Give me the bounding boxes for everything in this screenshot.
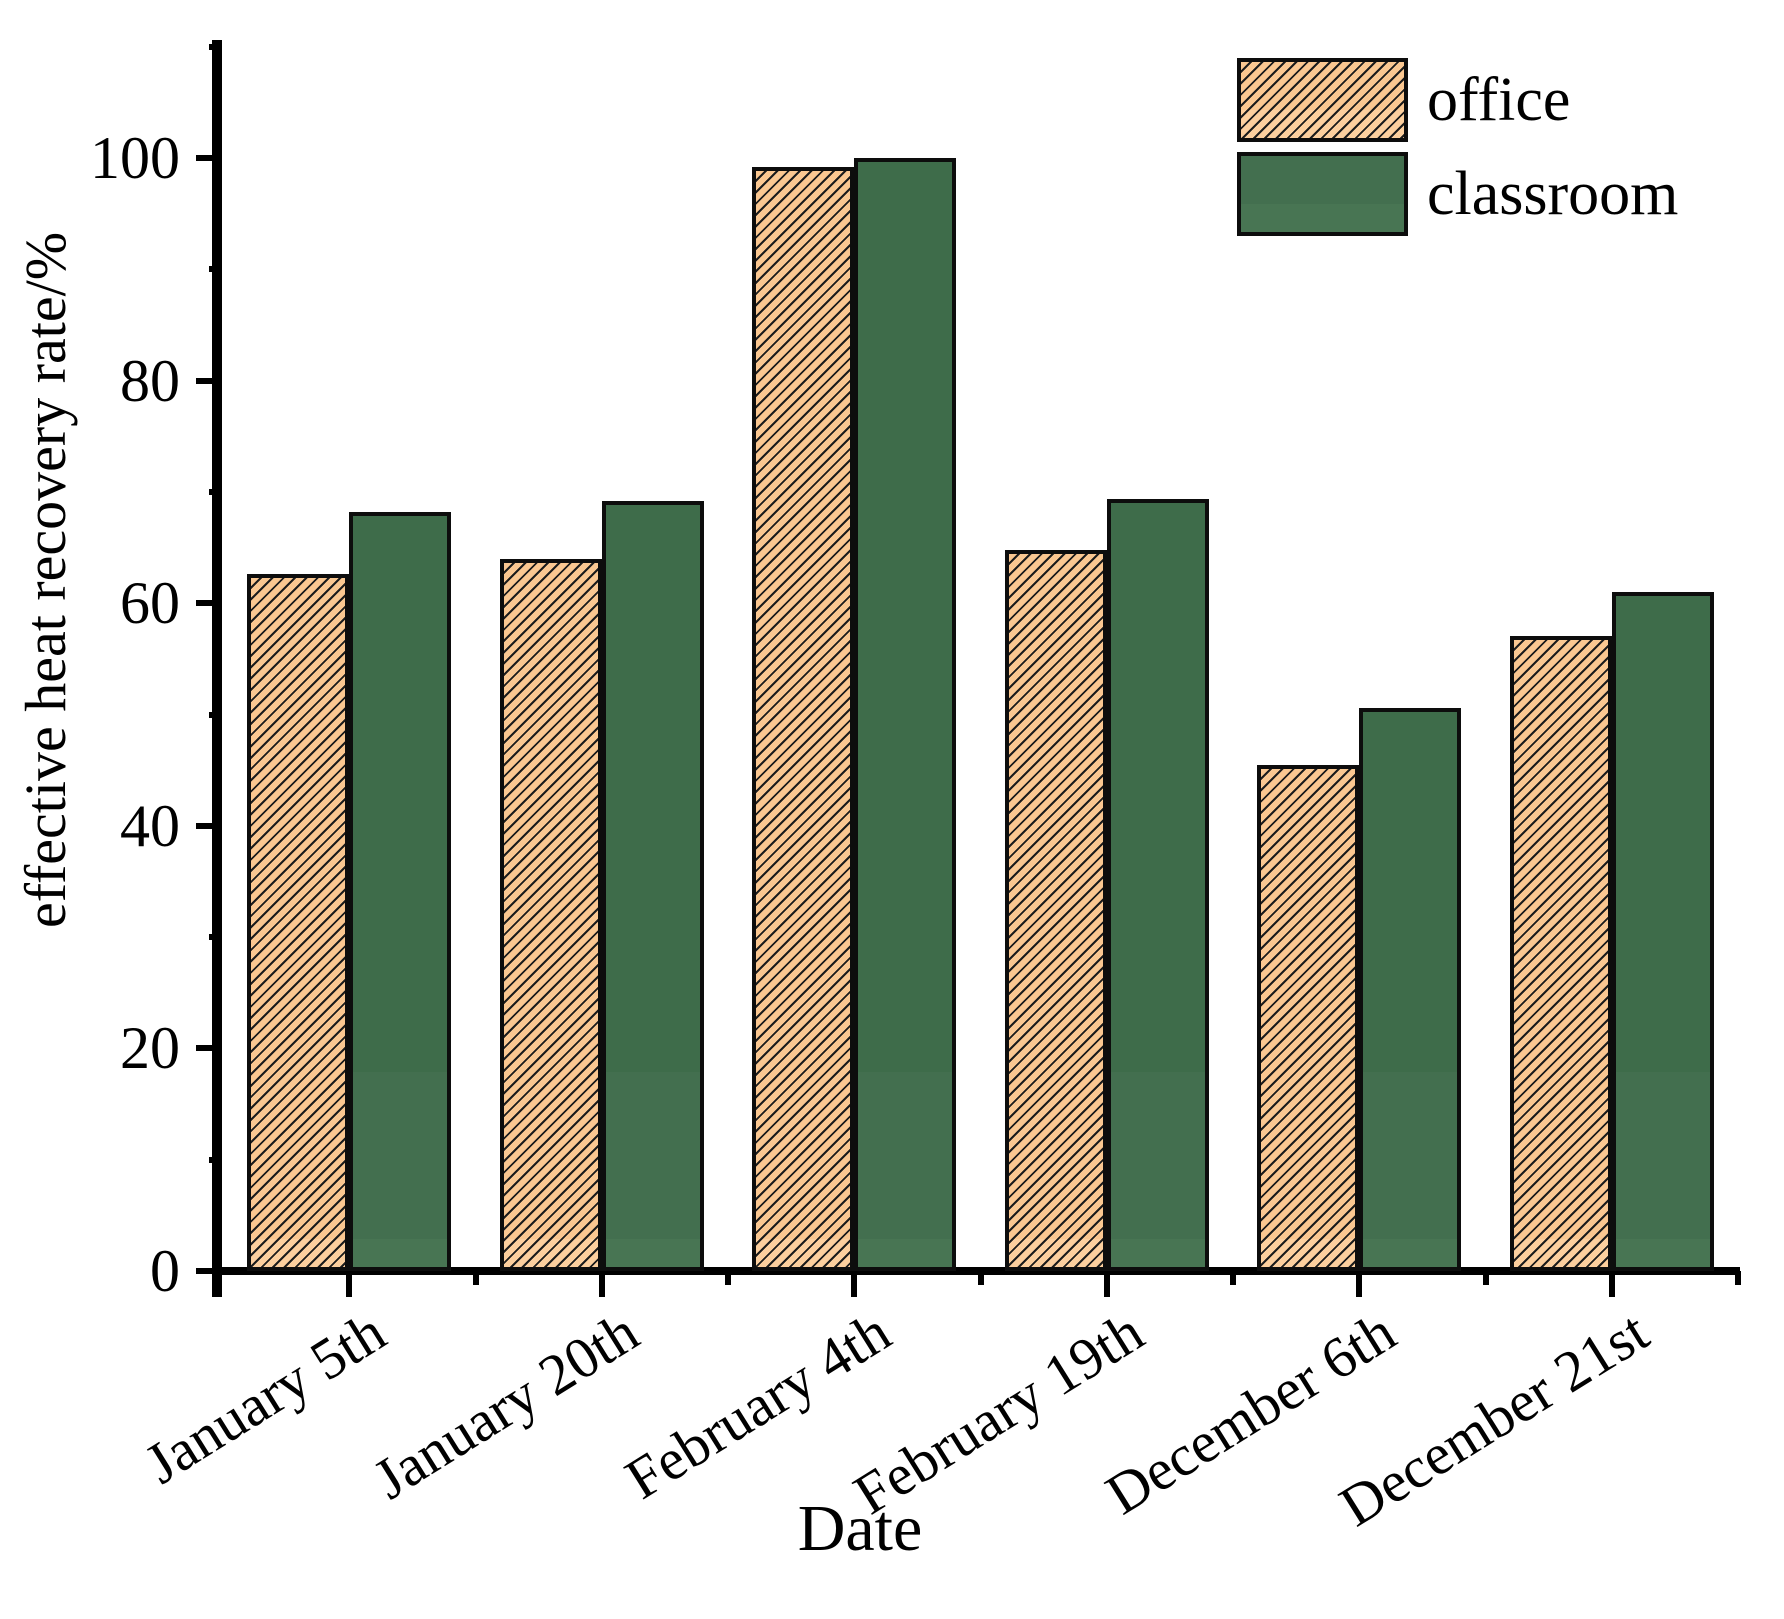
y-major-tick	[196, 822, 222, 829]
y-tick-label: 0	[150, 1238, 180, 1304]
y-tick-label: 20	[120, 1015, 180, 1082]
y-tick-label: 100	[90, 125, 180, 192]
bar-office-3	[1004, 549, 1107, 1271]
bar-office-2	[752, 167, 854, 1271]
x-minor-tick	[472, 1271, 479, 1285]
x-major-tick	[598, 1271, 605, 1297]
bar-office-5	[1509, 635, 1612, 1271]
y-major-tick	[196, 377, 222, 384]
bar-classroom-5	[1611, 592, 1714, 1271]
y-minor-tick	[209, 489, 222, 496]
legend-office-label: office	[1427, 66, 1571, 134]
x-minor-tick	[1735, 1271, 1741, 1285]
y-minor-tick	[209, 43, 222, 50]
x-major-tick	[1608, 1271, 1615, 1297]
legend-classroom-label: classroom	[1427, 160, 1679, 228]
bar-office-4	[1257, 764, 1359, 1271]
y-major-tick	[196, 1045, 222, 1052]
y-major-tick	[196, 1268, 222, 1274]
axis-corner-stub	[212, 1271, 222, 1295]
bar-classroom-2	[854, 158, 956, 1271]
bar-classroom-0	[349, 512, 451, 1271]
bar-classroom-1	[601, 500, 704, 1271]
x-category-label: January 5th	[133, 1298, 397, 1497]
x-major-tick	[1356, 1271, 1362, 1297]
y-minor-tick	[209, 266, 222, 273]
y-minor-tick	[209, 711, 222, 718]
y-tick-label: 80	[120, 347, 180, 414]
bar-office-0	[247, 574, 349, 1271]
y-axis-line	[212, 40, 222, 1297]
x-minor-tick	[977, 1271, 984, 1285]
bar-classroom-3	[1106, 498, 1209, 1271]
x-major-tick	[851, 1271, 857, 1297]
bar-office-1	[499, 558, 602, 1271]
x-minor-tick	[725, 1271, 731, 1285]
x-axis-title: Date	[797, 1492, 923, 1565]
y-minor-tick	[209, 1156, 222, 1163]
legend-office-swatch	[1237, 58, 1408, 142]
x-minor-tick	[1482, 1271, 1489, 1285]
y-minor-tick	[209, 934, 222, 941]
x-category-label: January 20th	[361, 1298, 649, 1512]
y-major-tick	[196, 155, 222, 162]
y-axis-title: effective heat recovery rate/%	[13, 231, 78, 929]
x-minor-tick	[1230, 1271, 1236, 1285]
y-tick-label: 40	[120, 792, 180, 859]
y-tick-label: 60	[120, 570, 180, 637]
legend-classroom-swatch	[1237, 152, 1408, 236]
bar-classroom-4	[1359, 707, 1461, 1271]
y-major-tick	[196, 600, 222, 607]
x-axis-line	[212, 1267, 1740, 1275]
x-major-tick	[1103, 1271, 1110, 1297]
x-major-tick	[346, 1271, 352, 1297]
